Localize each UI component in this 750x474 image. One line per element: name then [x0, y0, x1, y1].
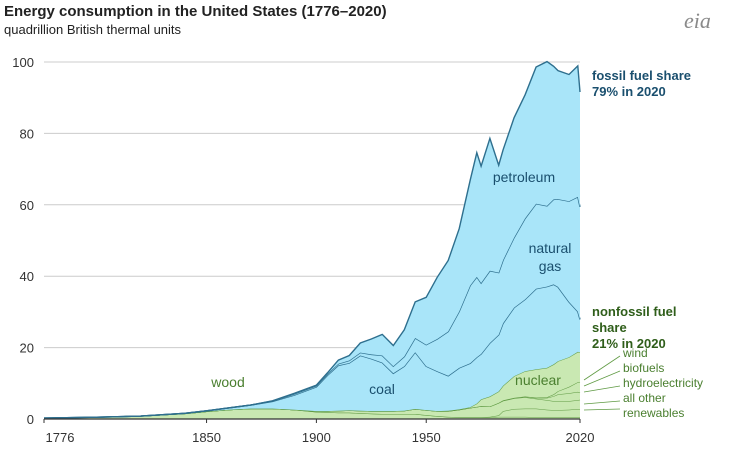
nonfossil-share-title-line1: nonfossil fuel [592, 304, 677, 319]
chart-subtitle: quadrillion British thermal units [4, 22, 182, 37]
series-label-nuclear: nuclear [515, 372, 561, 388]
fossil-share-value: 79% in 2020 [592, 84, 666, 99]
series-label-petroleum: petroleum [493, 169, 555, 185]
leader-line-1 [583, 370, 621, 387]
x-tick-label-1850: 1850 [192, 430, 221, 445]
x-tick-label-1900: 1900 [302, 430, 331, 445]
x-tick-label-2020: 2020 [566, 430, 595, 445]
series-label-coal: coal [369, 381, 395, 397]
y-tick-label-20: 20 [20, 341, 34, 356]
x-tick-label-1776: 1776 [46, 430, 75, 445]
area-petroleum [44, 61, 580, 419]
leader-line-3 [583, 400, 621, 405]
legend-biofuels: biofuels [623, 361, 665, 375]
renewables-legend: wind biofuels hydroelectricity all other… [623, 346, 703, 421]
fossil-share-annotation: fossil fuel share 79% in 2020 [592, 68, 691, 100]
nonfossil-share-annotation: nonfossil fuel share 21% in 2020 [592, 304, 702, 352]
y-tick-label-100: 100 [12, 55, 34, 70]
eia-logo-icon[interactable]: eia [684, 8, 711, 33]
x-tick-label-1950: 1950 [412, 430, 441, 445]
y-tick-label-80: 80 [20, 126, 34, 141]
series-label-natural-gas-line1: natural [529, 240, 572, 256]
legend-hydroelectricity: hydroelectricity [623, 376, 704, 390]
leader-line-4 [583, 408, 621, 411]
line-petroleum [43, 60, 581, 419]
legend-all-other: all other [623, 391, 666, 405]
area-natural-gas [44, 196, 580, 419]
y-tick-label-40: 40 [20, 269, 34, 284]
leader-line-0 [583, 355, 621, 381]
leader-line-2 [583, 385, 621, 393]
area-other-renewables [44, 408, 580, 419]
series-label-natural-gas-line2: gas [539, 258, 562, 274]
legend-renewables: renewables [623, 406, 685, 420]
legend-wind: wind [623, 346, 648, 360]
y-tick-label-60: 60 [20, 198, 34, 213]
area-coal [44, 284, 580, 419]
area-wood [44, 408, 580, 419]
y-tick-label-0: 0 [27, 412, 34, 427]
nonfossil-share-title-line2: share [592, 320, 627, 335]
nonfossil-share-value: 21% in 2020 [592, 336, 666, 351]
fossil-share-title: fossil fuel share [592, 68, 691, 83]
series-label-wood: wood [210, 374, 244, 390]
chart-title: Energy consumption in the United States … [4, 3, 387, 20]
area-hydroelectricity [44, 397, 580, 419]
